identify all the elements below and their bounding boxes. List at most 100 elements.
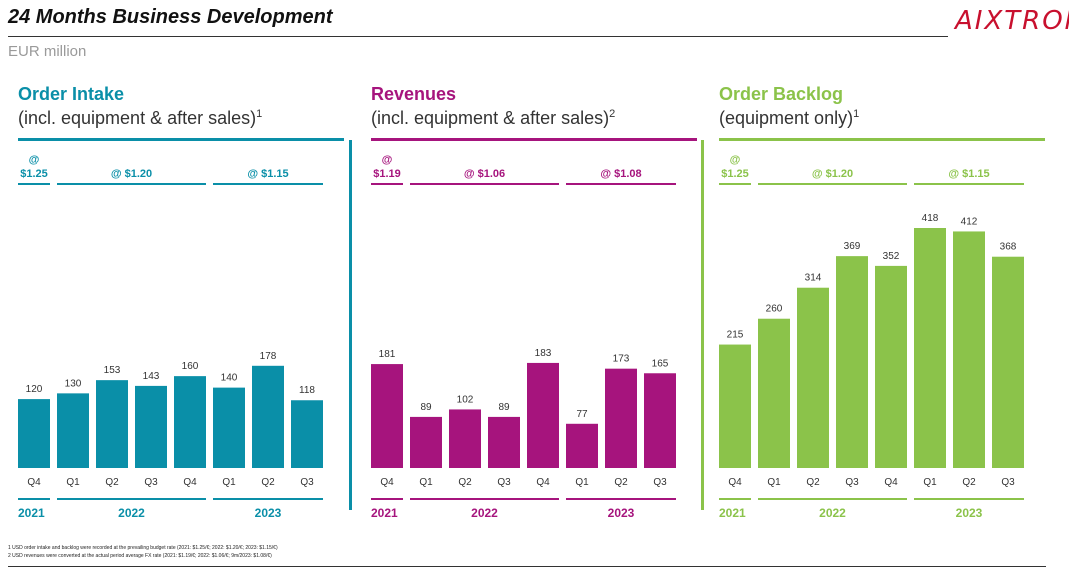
x-tick-label: Q2 [806, 477, 820, 488]
year-rule [410, 498, 559, 500]
bar [410, 416, 442, 468]
x-tick-label: Q1 [66, 477, 80, 488]
bottom-divider [8, 566, 1046, 567]
bar [252, 365, 284, 468]
fx-rate-label: @ $1.08 [600, 168, 641, 180]
data-label: 418 [922, 213, 939, 224]
data-label: 314 [805, 273, 822, 284]
x-tick-label: Q3 [144, 477, 158, 488]
order-backlog-chart: @ $1.25 @ $1.20 @ $1.15 215 Q4 260 Q1 314 Q2 369 Q3… [719, 154, 1024, 520]
fx-rate-label: @ $1.15 [247, 168, 288, 180]
panel-separator [701, 140, 704, 510]
bar [449, 409, 481, 468]
bar [488, 416, 520, 468]
bar [527, 362, 559, 468]
x-tick-label: Q2 [105, 477, 119, 488]
panel-top-rule [719, 138, 1045, 141]
x-tick-label: Q4 [380, 477, 394, 488]
x-tick-label: Q1 [767, 477, 781, 488]
fx-rate-rule [566, 183, 676, 185]
bar [96, 380, 128, 468]
year-rule [18, 498, 50, 500]
bar [836, 256, 868, 468]
year-label: 2023 [608, 506, 635, 520]
year-rule [213, 498, 323, 500]
data-label: 369 [844, 241, 861, 252]
x-tick-label: Q4 [728, 477, 742, 488]
year-label: 2022 [471, 506, 498, 520]
year-label: 2021 [18, 506, 45, 520]
bar [371, 364, 403, 468]
fx-rate-rule [371, 183, 403, 185]
data-label: 153 [104, 365, 121, 376]
fx-rate-label: @ [29, 154, 40, 166]
x-tick-label: Q3 [653, 477, 667, 488]
x-tick-label: Q1 [419, 477, 433, 488]
data-label: 178 [260, 351, 277, 362]
fx-rate-rule [410, 183, 559, 185]
bar [566, 423, 598, 468]
data-label: 102 [457, 394, 474, 405]
bar [57, 393, 89, 468]
data-label: 368 [1000, 242, 1017, 253]
bar [18, 399, 50, 468]
fx-rate-rule [18, 183, 50, 185]
data-label: 215 [727, 330, 744, 341]
fx-rate-rule [719, 183, 751, 185]
x-tick-label: Q3 [1001, 477, 1015, 488]
footnote-2: 2 USD revenues were converted at the act… [8, 553, 272, 559]
x-tick-label: Q3 [300, 477, 314, 488]
fx-rate-label: $1.25 [721, 168, 749, 180]
year-rule [371, 498, 403, 500]
unit-label: EUR million [8, 43, 87, 60]
data-label: 120 [26, 384, 43, 395]
data-label: 89 [420, 402, 432, 413]
data-label: 183 [535, 348, 552, 359]
bar [719, 344, 751, 468]
x-tick-label: Q4 [27, 477, 41, 488]
panel-title: Order Intake [18, 84, 125, 104]
panel-top-rule [371, 138, 697, 141]
x-tick-label: Q2 [458, 477, 472, 488]
bar [605, 368, 637, 468]
x-tick-label: Q2 [614, 477, 628, 488]
fx-rate-rule [914, 183, 1024, 185]
fx-rate-label: $1.19 [373, 168, 401, 180]
fx-rate-label: $1.25 [20, 168, 48, 180]
order-intake-panel: Order Intake (incl. equipment & after sa… [18, 80, 358, 520]
fx-rate-rule [57, 183, 206, 185]
x-tick-label: Q3 [845, 477, 859, 488]
data-label: 412 [961, 216, 978, 227]
year-label: 2023 [255, 506, 282, 520]
fx-rate-label: @ [382, 154, 393, 166]
data-label: 165 [652, 358, 669, 369]
bar [914, 228, 946, 468]
fx-rate-label: @ $1.20 [111, 168, 152, 180]
x-tick-label: Q1 [222, 477, 236, 488]
bar [992, 256, 1024, 468]
bar [758, 318, 790, 468]
x-tick-label: Q4 [884, 477, 898, 488]
panel-separator [349, 140, 352, 510]
bar [291, 400, 323, 468]
data-label: 130 [65, 378, 82, 389]
year-label: 2021 [719, 506, 746, 520]
data-label: 77 [576, 409, 588, 420]
fx-rate-label: @ $1.15 [948, 168, 989, 180]
year-rule [758, 498, 907, 500]
bar [644, 373, 676, 468]
year-rule [719, 498, 751, 500]
bar [797, 287, 829, 468]
year-rule [57, 498, 206, 500]
x-tick-label: Q2 [261, 477, 275, 488]
data-label: 260 [766, 304, 783, 315]
data-label: 143 [143, 371, 160, 382]
panel-subtitle: (incl. equipment & after sales)1 [18, 108, 263, 128]
x-tick-label: Q4 [536, 477, 550, 488]
data-label: 173 [613, 354, 630, 365]
order-intake-chart: @ $1.25 @ $1.20 @ $1.15 120 Q4 130 Q1 153 Q2 143 Q3… [18, 154, 323, 520]
x-tick-label: Q1 [575, 477, 589, 488]
order-backlog-panel: Order Backlog (equipment only)1 @ $1.25 @ … [719, 80, 1059, 520]
panel-title: Order Backlog [719, 84, 844, 104]
year-label: 2021 [371, 506, 398, 520]
